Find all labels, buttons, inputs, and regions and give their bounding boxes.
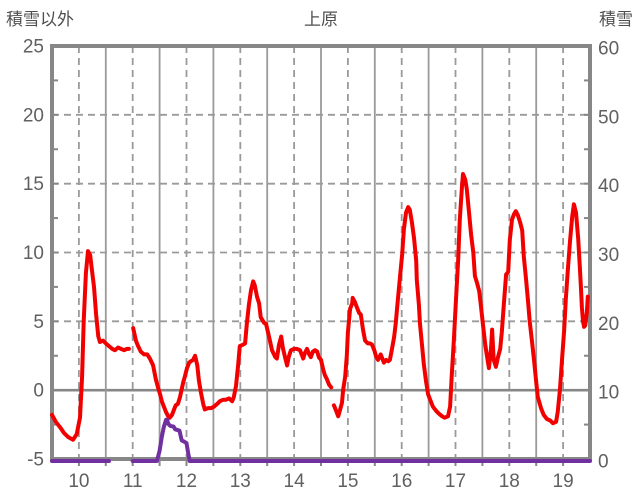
x-tick-label: 13 bbox=[230, 471, 251, 492]
left-tick-label: 10 bbox=[23, 243, 44, 264]
left-tick-label: 5 bbox=[33, 312, 44, 333]
temperature-line bbox=[331, 172, 590, 426]
x-tick-label: 17 bbox=[445, 471, 466, 492]
x-tick-label: 11 bbox=[123, 471, 143, 492]
left-tick-label: 15 bbox=[23, 174, 44, 195]
left-tick-label: -5 bbox=[27, 450, 44, 471]
left-axis-title: 積雪以外 bbox=[6, 10, 74, 29]
right-tick-label: 20 bbox=[598, 314, 619, 335]
right-tick-label: 60 bbox=[598, 39, 619, 60]
x-tick-label: 18 bbox=[499, 471, 520, 492]
temperature-line bbox=[50, 249, 131, 442]
snow-line bbox=[130, 417, 592, 463]
x-tick-label: 10 bbox=[68, 471, 89, 492]
x-tick-label: 16 bbox=[391, 471, 412, 492]
x-tick-label: 15 bbox=[337, 471, 358, 492]
x-tick-label: 12 bbox=[176, 471, 197, 492]
right-axis-title: 積雪 bbox=[599, 10, 633, 29]
left-tick-label: 25 bbox=[23, 37, 44, 58]
temperature-line bbox=[131, 279, 334, 420]
chart-title: 上原 bbox=[304, 10, 338, 29]
right-tick-label: 30 bbox=[598, 245, 619, 266]
left-tick-label: 20 bbox=[23, 105, 44, 126]
x-tick-label: 14 bbox=[284, 471, 306, 492]
right-tick-label: 40 bbox=[598, 176, 619, 197]
right-tick-label: 0 bbox=[598, 452, 609, 473]
x-tick-label: 19 bbox=[553, 471, 574, 492]
right-tick-label: 50 bbox=[598, 107, 619, 128]
right-tick-label: 10 bbox=[598, 383, 619, 404]
left-tick-label: 0 bbox=[33, 381, 44, 402]
